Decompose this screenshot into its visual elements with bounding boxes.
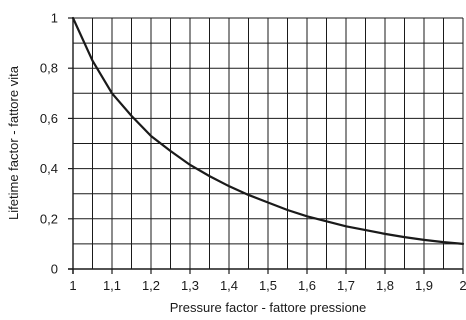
x-tick-label: 1,3 [181, 278, 199, 293]
y-tick-label: 0,8 [40, 61, 58, 76]
x-tick-label: 1,7 [337, 278, 355, 293]
x-tick-label: 1,2 [142, 278, 160, 293]
y-axis-title: Lifetime factor - fattore vita [6, 65, 21, 220]
y-tick-label: 0,6 [40, 111, 58, 126]
y-tick-label: 1 [51, 11, 58, 26]
x-tick-label: 2 [459, 278, 466, 293]
x-tick-label: 1,6 [298, 278, 316, 293]
x-tick-label: 1,1 [103, 278, 121, 293]
x-tick-label: 1,8 [376, 278, 394, 293]
y-tick-label: 0,2 [40, 211, 58, 226]
series-layer [71, 16, 465, 245]
x-tick-label: 1 [69, 278, 76, 293]
y-axis-ticks: 0 0,2 0,4 0,6 0,8 1 [40, 11, 73, 277]
x-tick-label: 1,5 [259, 278, 277, 293]
x-tick-label: 1,4 [220, 278, 238, 293]
grid [72, 17, 464, 270]
y-tick-label: 0,4 [40, 161, 58, 176]
plot-frame [68, 18, 463, 274]
y-tick-label: 0 [51, 262, 58, 277]
series-line [71, 16, 465, 245]
x-axis-ticks: 1 1,1 1,2 1,3 1,4 1,5 1,6 1,7 1,8 1,9 2 [69, 269, 466, 293]
x-tick-label: 1,9 [415, 278, 433, 293]
x-axis-title: Pressure factor - fattore pressione [170, 300, 367, 315]
